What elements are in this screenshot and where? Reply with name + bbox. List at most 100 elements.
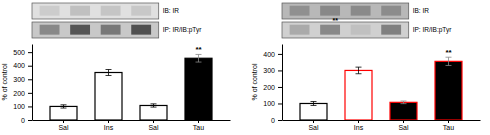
x-tick: Tau [193,120,204,131]
y-tick-mark [278,103,282,104]
blot-band [40,25,60,35]
y-tick-mark [278,120,282,121]
y-tick-mark [28,120,32,121]
error-bar [151,104,157,107]
blot-band [381,25,401,35]
blot-band [290,6,310,16]
annotation: ** [195,45,202,54]
x-tick: Sal [308,120,319,131]
y-tick-label: 300 [13,76,25,83]
bar [95,73,122,121]
blot-label: IP: IR/IB:pTyr [413,26,452,34]
blot-row [32,3,159,19]
x-tick: Sal [58,120,69,131]
y-tick: 100 [263,100,282,107]
bar [345,70,372,120]
bar [435,61,462,120]
y-tick: 0 [21,117,32,124]
bars [50,54,212,120]
blot-band [70,25,90,35]
y-tick-mark [28,79,32,80]
y-tick-label: 100 [263,100,275,107]
x-tick-mark [313,120,314,123]
y-tick-label: 500 [13,49,25,56]
x-tick-mark [448,120,449,123]
bar [300,103,327,120]
error-bar [61,105,67,108]
figure: IB: IR IP: IR/IB:pTyr 0 100 200 300 400 500 Sal I… [0,0,490,135]
y-tick-mark [278,54,282,55]
y-axis-line [32,45,33,121]
x-tick: Ins [354,120,364,131]
error-bar [356,67,362,74]
x-tick: Sal [148,120,159,131]
blot-label: IP: IR/IB:pTyr [163,26,202,34]
x-tick: Ins [104,120,114,131]
y-tick: 300 [263,67,282,74]
y-tick: 100 [13,103,32,110]
y-tick: 200 [263,84,282,91]
bars [300,57,462,120]
x-axis: Sal Ins Sal Tau [283,120,481,131]
x-axis: Sal Ins Sal Tau [33,120,231,131]
blot-band [101,6,121,16]
y-axis-title: % of control [1,63,8,100]
x-axis-line [283,120,481,121]
x-tick-label: Ins [354,124,364,131]
error-bar [106,70,112,76]
blot: IB: IR IP: IR/IB:pTyr ** [282,3,452,38]
panel: IB: IRIP: IR/IB:pTyr0100200300400500SalI… [1,3,231,131]
x-tick-label: Tau [193,124,204,131]
error-bar [401,101,407,104]
y-tick-mark [278,70,282,71]
y-axis: 0 100 200 300 400 [263,45,282,124]
x-tick-label: Sal [58,124,69,131]
blot-row [282,22,409,38]
y-tick-label: 100 [13,103,25,110]
error-bar [311,101,317,105]
x-tick-label: Ins [104,124,114,131]
y-tick: 0 [271,117,282,124]
y-axis-title: % of control [251,63,258,100]
blot-band [131,6,151,16]
blot-band [101,25,121,35]
y-tick-mark [278,87,282,88]
blot-label: IB: IR [163,7,180,14]
y-tick-label: 200 [263,84,275,91]
blot-band [320,25,340,35]
y-axis: 0100200300400500 [13,45,32,124]
y-tick: 400 [13,62,32,69]
y-tick-mark [28,106,32,107]
x-tick-label: Sal [308,124,319,131]
x-tick-label: Tau [443,124,454,131]
blot-band [351,6,371,16]
y-tick-mark [28,93,32,94]
blot-label: IB: IR [413,7,430,14]
y-tick-mark [28,52,32,53]
y-tick-label: 300 [263,67,275,74]
x-tick-mark [403,120,404,123]
blot-row [32,22,159,38]
blot-annotation: ** [332,17,338,24]
x-tick-mark [108,120,109,123]
x-tick-mark [198,120,199,123]
y-tick-label: 0 [21,117,25,124]
error-bar [196,54,202,62]
bar [50,106,77,120]
bar [390,102,417,120]
y-tick-mark [28,66,32,67]
y-axis-line [282,45,283,121]
y-tick: 500 [13,49,32,56]
x-tick-label: Sal [398,124,409,131]
y-tick-label: 400 [263,51,275,58]
blot-band [320,6,340,16]
x-tick: Sal [398,120,409,131]
blot-band [351,25,371,35]
blot-band [70,6,90,16]
bar [185,58,212,120]
blot-band [381,6,401,16]
x-tick-mark [153,120,154,123]
blot-band [40,6,60,16]
y-tick-label: 0 [271,117,275,124]
bar [140,105,167,120]
